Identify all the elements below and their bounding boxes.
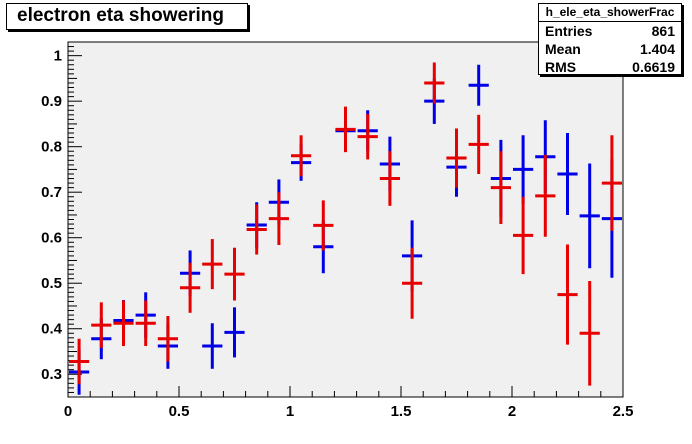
data-point bbox=[446, 128, 467, 188]
data-point bbox=[224, 247, 245, 301]
data-point bbox=[379, 151, 400, 206]
stats-key: Entries bbox=[545, 23, 593, 39]
stats-value: 861 bbox=[651, 23, 675, 39]
data-point bbox=[180, 262, 201, 313]
stats-key: Mean bbox=[545, 41, 581, 57]
x-tick-label: 0 bbox=[64, 403, 72, 420]
data-point bbox=[113, 300, 134, 347]
data-point bbox=[468, 114, 489, 174]
data-point bbox=[490, 151, 511, 225]
data-point bbox=[579, 163, 600, 269]
x-tick-label: 2.5 bbox=[613, 403, 634, 420]
y-tick-label: 0.5 bbox=[41, 275, 62, 292]
data-point bbox=[535, 154, 556, 237]
y-tick-label: 0.7 bbox=[41, 184, 62, 201]
stats-value: 0.6619 bbox=[632, 59, 675, 75]
data-point bbox=[291, 135, 312, 177]
y-tick-label: 0.8 bbox=[41, 139, 62, 156]
y-tick-label: 0.3 bbox=[41, 366, 62, 383]
y-tick-label: 0.6 bbox=[41, 230, 62, 247]
data-point bbox=[513, 135, 534, 204]
data-point bbox=[513, 196, 534, 275]
x-tick-label: 0.5 bbox=[169, 403, 190, 420]
data-point bbox=[202, 323, 223, 369]
data-point bbox=[157, 315, 178, 362]
data-point bbox=[579, 280, 600, 386]
data-point bbox=[69, 338, 90, 385]
stats-box: h_ele_eta_showerFrac Entries 861 Mean 1.… bbox=[538, 3, 682, 75]
data-point bbox=[268, 192, 289, 245]
x-tick-label: 1.5 bbox=[391, 403, 412, 420]
stats-row-entries: Entries 861 bbox=[545, 23, 675, 41]
data-point bbox=[313, 200, 334, 251]
data-point bbox=[202, 239, 223, 290]
plot-frame bbox=[67, 41, 624, 398]
data-point bbox=[91, 302, 112, 348]
y-tick-label: 1 bbox=[54, 48, 62, 65]
data-point bbox=[246, 204, 267, 255]
data-point bbox=[557, 133, 578, 215]
data-point bbox=[468, 64, 489, 106]
axis-tick-labels: 0 0.5 1 1.5 2 2.5 0.3 0.4 0.5 0.6 0.7 0.8 0.9 1 bbox=[41, 48, 633, 420]
x-tick-label: 1 bbox=[286, 403, 294, 420]
data-point bbox=[224, 307, 245, 358]
chart-title: electron eta showering bbox=[17, 5, 224, 26]
x-tick-label: 2 bbox=[508, 403, 516, 420]
data-point bbox=[357, 113, 378, 160]
stats-key: RMS bbox=[545, 59, 577, 75]
stats-value: 1.404 bbox=[639, 41, 675, 57]
stats-histogram-name: h_ele_eta_showerFrac bbox=[539, 4, 681, 22]
stats-row-rms: RMS 0.6619 bbox=[545, 59, 675, 77]
data-point bbox=[402, 247, 423, 319]
chart-title-box: electron eta showering bbox=[6, 3, 248, 30]
data-point bbox=[557, 244, 578, 345]
data-point bbox=[601, 135, 622, 231]
y-tick-label: 0.4 bbox=[41, 321, 63, 338]
data-marks bbox=[69, 62, 622, 395]
data-point bbox=[135, 300, 156, 347]
y-tick-label: 0.9 bbox=[41, 93, 62, 110]
data-point bbox=[424, 62, 445, 104]
stats-row-mean: Mean 1.404 bbox=[545, 41, 675, 59]
data-point bbox=[335, 106, 356, 153]
series-2 bbox=[69, 62, 622, 386]
